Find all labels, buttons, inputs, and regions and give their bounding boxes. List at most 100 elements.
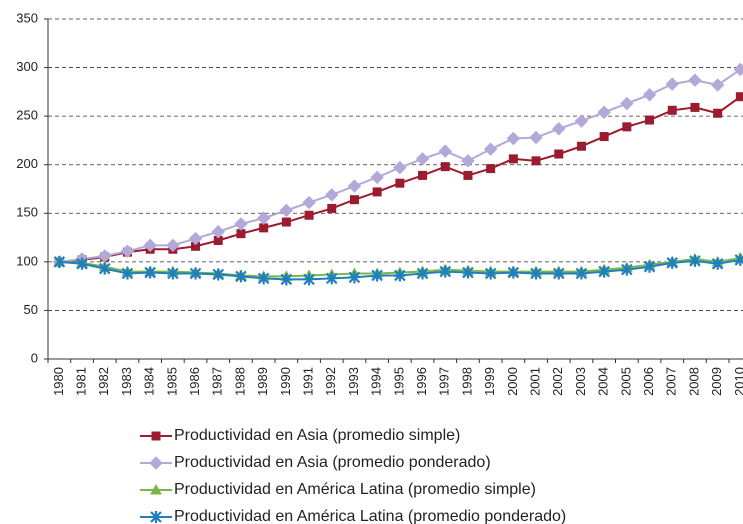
marker: [212, 268, 225, 281]
marker: [711, 257, 724, 270]
marker: [689, 254, 701, 267]
marker: [347, 179, 362, 193]
marker: [370, 170, 384, 185]
marker: [121, 267, 134, 280]
legend-marker: [150, 511, 162, 523]
marker: [734, 253, 743, 266]
marker: [486, 164, 496, 174]
marker: [552, 267, 565, 280]
x-tick-label: 2000: [505, 367, 520, 396]
legend-marker: [149, 456, 163, 470]
marker: [143, 238, 157, 253]
marker: [713, 108, 723, 118]
marker: [189, 267, 202, 280]
marker: [98, 262, 111, 275]
marker: [576, 141, 586, 151]
marker: [554, 149, 564, 159]
marker: [621, 263, 633, 276]
x-tick-label: 2002: [550, 367, 565, 396]
marker: [349, 195, 359, 205]
marker: [552, 122, 566, 136]
marker: [53, 255, 66, 268]
marker: [642, 88, 657, 102]
x-tick-label: 2008: [686, 367, 701, 396]
marker: [508, 154, 518, 164]
x-tick-label: 2010: [732, 367, 743, 396]
marker: [645, 115, 655, 125]
marker: [76, 257, 88, 270]
marker: [483, 142, 498, 156]
x-tick-label: 2001: [527, 367, 542, 396]
marker: [735, 92, 743, 102]
x-tick-label: 1985: [164, 367, 179, 396]
x-tick-label: 2007: [664, 367, 679, 396]
marker: [440, 162, 450, 172]
marker: [394, 269, 406, 282]
marker: [234, 217, 248, 231]
marker: [506, 131, 521, 146]
x-tick-label: 1994: [369, 367, 384, 396]
x-tick-label: 2009: [709, 367, 724, 396]
marker: [348, 271, 361, 284]
x-tick-label: 1993: [346, 367, 361, 396]
marker: [372, 187, 382, 197]
x-tick-label: 1982: [96, 367, 111, 396]
marker: [529, 130, 543, 145]
marker: [666, 256, 679, 269]
y-tick-label: 150: [16, 205, 38, 220]
marker: [236, 229, 246, 239]
marker: [256, 211, 271, 225]
x-tick-label: 1996: [414, 367, 429, 396]
marker: [280, 273, 293, 286]
marker: [598, 265, 610, 278]
marker: [325, 272, 338, 285]
x-tick-label: 2005: [618, 367, 633, 396]
marker: [235, 270, 247, 283]
marker: [327, 203, 337, 213]
legend-marker: [151, 431, 161, 441]
legend-marker: [150, 483, 162, 495]
x-tick-label: 1981: [73, 367, 88, 396]
x-tick-label: 1987: [210, 367, 225, 396]
x-tick-label: 1990: [278, 367, 293, 396]
marker: [166, 238, 180, 253]
marker: [416, 267, 429, 280]
marker: [710, 78, 725, 92]
x-tick-label: 2006: [641, 367, 656, 396]
marker: [120, 244, 135, 258]
marker: [620, 96, 634, 111]
marker: [597, 105, 611, 119]
x-tick-label: 1986: [187, 367, 202, 396]
marker: [690, 102, 700, 112]
x-tick-label: 1999: [482, 367, 497, 396]
y-tick-label: 100: [16, 253, 38, 268]
x-tick-label: 2003: [573, 367, 588, 396]
x-tick-label: 1989: [255, 367, 270, 396]
marker: [279, 203, 294, 218]
x-tick-label: 1984: [142, 367, 157, 396]
marker: [188, 231, 203, 246]
x-tick-label: 1992: [323, 367, 338, 396]
marker: [622, 122, 632, 132]
y-tick-label: 300: [16, 59, 38, 74]
marker: [575, 267, 588, 280]
y-tick-label: 350: [16, 10, 38, 25]
marker: [211, 225, 225, 239]
marker: [144, 266, 156, 279]
marker: [438, 144, 452, 158]
marker: [304, 210, 314, 220]
y-tick-label: 50: [24, 302, 38, 317]
marker: [302, 195, 316, 210]
marker: [463, 170, 473, 180]
marker: [667, 105, 677, 115]
marker: [281, 217, 291, 227]
marker: [439, 265, 452, 278]
marker: [643, 260, 656, 273]
legend-label: Productividad en América Latina (promedi…: [174, 508, 566, 524]
marker: [393, 160, 407, 175]
marker: [599, 132, 609, 142]
marker: [259, 223, 269, 233]
x-tick-label: 1998: [459, 367, 474, 396]
marker: [507, 266, 520, 279]
